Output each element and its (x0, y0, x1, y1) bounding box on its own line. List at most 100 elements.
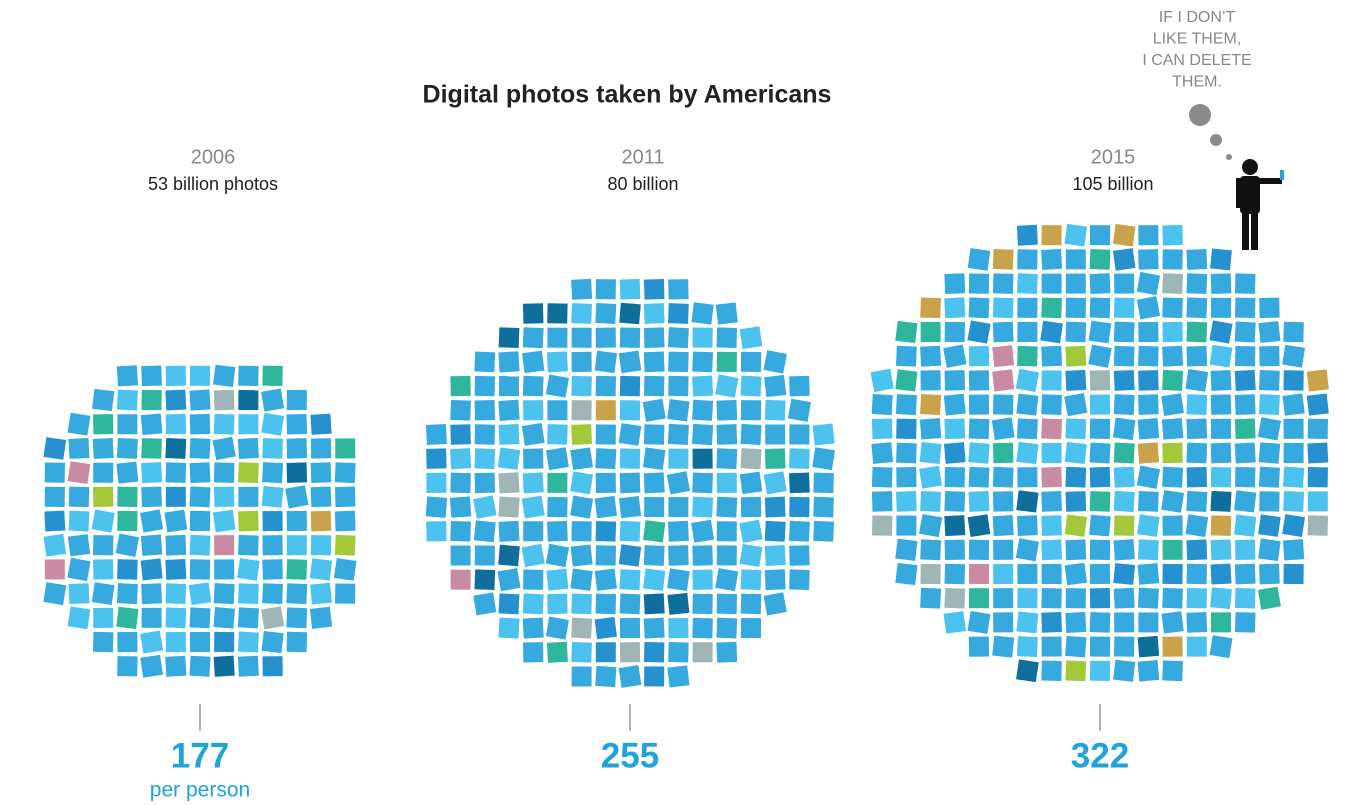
photo-square (992, 635, 1015, 658)
photo-square (716, 399, 738, 421)
photo-square (497, 568, 521, 592)
photo-square (595, 520, 617, 542)
photo-square (141, 486, 162, 508)
photo-square (1234, 418, 1256, 440)
photo-square (716, 617, 738, 639)
photo-square (1282, 514, 1306, 538)
photo-square (1017, 588, 1038, 609)
photo-square (67, 461, 91, 485)
photo-square (498, 351, 520, 373)
photo-square (117, 631, 138, 653)
photo-square (1162, 273, 1184, 295)
photo-square (789, 448, 810, 469)
photo-square (1210, 369, 1232, 391)
photo-square (1064, 392, 1088, 417)
photo-square (1089, 466, 1111, 488)
photo-square (692, 448, 713, 469)
photo-square (764, 448, 786, 469)
photo-square (920, 563, 941, 585)
photo-square (715, 374, 739, 398)
photo-square (43, 533, 67, 557)
photo-square (968, 563, 990, 585)
photo-square (992, 297, 1014, 319)
photo-square (165, 632, 186, 653)
photo-square (1186, 418, 1208, 440)
photo-square (189, 389, 211, 411)
photo-square (1138, 370, 1159, 391)
photo-square (425, 496, 448, 518)
photo-square (1258, 514, 1281, 537)
photo-square (189, 632, 211, 653)
photo-square (285, 485, 309, 509)
photo-square (1064, 514, 1088, 537)
photo-square (571, 641, 592, 663)
photo-square (334, 462, 356, 484)
photo-square (44, 510, 66, 532)
photo-square (968, 273, 990, 294)
photo-square (740, 423, 762, 446)
photo-square (262, 583, 283, 605)
photo-square (1162, 345, 1184, 367)
photo-square (968, 466, 990, 488)
photo-square (1041, 491, 1062, 512)
photo-square (644, 666, 665, 687)
photo-square (91, 509, 115, 533)
photo-square (473, 495, 497, 519)
photo-square (1114, 273, 1135, 294)
photo-square (334, 510, 356, 532)
photo-square (944, 321, 965, 343)
photo-square (68, 510, 90, 532)
photo-square (1162, 466, 1184, 488)
photo-square (740, 351, 762, 372)
photo-square (165, 438, 187, 459)
photo-square (67, 534, 91, 557)
photo-square (668, 642, 689, 663)
photo-square (286, 462, 308, 483)
photo-square (165, 365, 186, 387)
photo-square (692, 496, 714, 518)
photo-square (286, 390, 307, 411)
photo-square (165, 534, 187, 556)
photo-square (1016, 418, 1038, 440)
photo-square (1113, 466, 1135, 488)
photo-square (896, 515, 917, 536)
photo-square (1234, 612, 1256, 633)
photo-square (474, 375, 496, 397)
photo-square (895, 562, 918, 586)
photo-square (1112, 417, 1136, 441)
photo-square (1041, 443, 1062, 463)
photo-square (213, 413, 235, 435)
photo-square (1089, 273, 1111, 295)
photo-square (238, 534, 259, 556)
photo-square (165, 558, 187, 580)
photo-square (1162, 224, 1183, 246)
photo-square (618, 544, 642, 567)
photo-square (141, 438, 162, 459)
photo-square (871, 491, 893, 512)
photo-square (450, 472, 471, 494)
photo-square (1065, 297, 1087, 319)
photo-square (618, 495, 642, 519)
photo-square (1041, 345, 1063, 367)
photo-cluster (43, 364, 357, 678)
photo-square (1113, 297, 1135, 319)
photo-square (1065, 611, 1087, 633)
photo-square (213, 607, 236, 629)
photo-square (1282, 539, 1305, 561)
photo-square (895, 320, 918, 344)
photo-square (1259, 297, 1280, 318)
photo-square (618, 665, 642, 688)
photo-square (1259, 563, 1280, 585)
photo-square (43, 582, 67, 606)
photo-square (594, 616, 618, 640)
photo-square (595, 375, 617, 397)
photo-square (619, 448, 641, 469)
photo-square (1137, 659, 1160, 682)
photo-square (739, 519, 763, 543)
photo-square (498, 472, 520, 494)
photo-square (262, 438, 283, 459)
photo-square (871, 442, 894, 464)
photo-square (692, 545, 713, 566)
photo-square (141, 583, 163, 605)
photo-square (1138, 612, 1159, 633)
